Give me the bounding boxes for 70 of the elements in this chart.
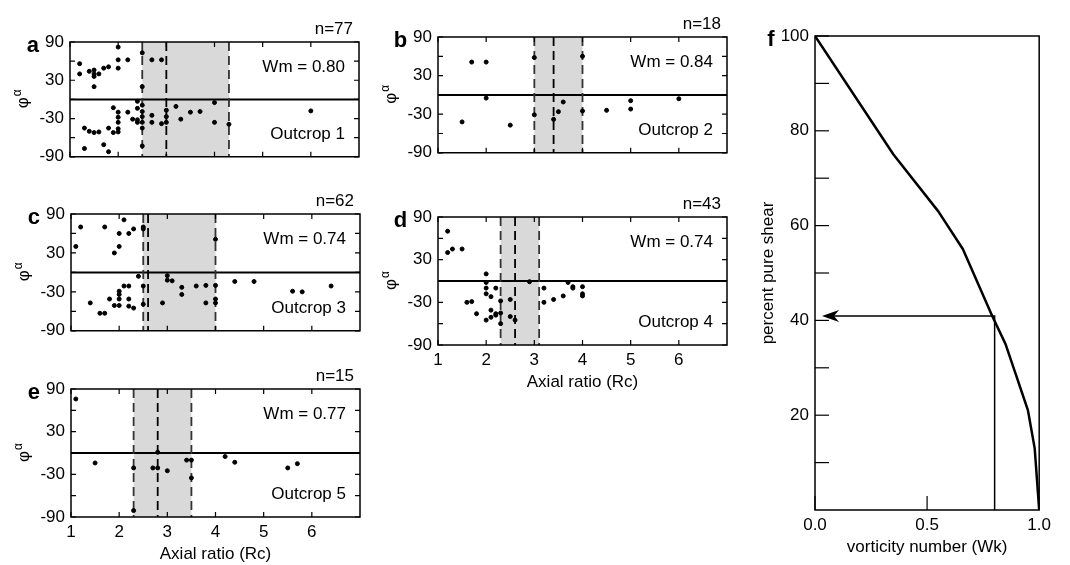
y-tick-label: -90	[39, 146, 64, 166]
y-tick-label: 90	[46, 203, 65, 223]
annotation: Wm = 0.74	[630, 232, 713, 251]
text: n=77	[314, 19, 354, 38]
text: n=62	[315, 191, 355, 210]
y-axis-title: percent pure shear	[758, 201, 777, 345]
annotation: Wm = 0.74	[263, 229, 346, 248]
annotation: Wm = 0.77	[263, 404, 346, 423]
text: d	[393, 207, 408, 232]
y-tick-label: -30	[39, 108, 64, 128]
text: c	[27, 204, 41, 229]
x-tick-label: 0.5	[915, 514, 939, 534]
annotation: Wm = 0.84	[630, 52, 713, 71]
y-tick-label: 30	[413, 249, 432, 269]
x-tick-label: 5	[625, 349, 636, 369]
text: b	[393, 27, 408, 52]
x-tick-label: 4	[577, 349, 588, 369]
y-tick-label: 90	[413, 206, 432, 226]
x-tick-label: 1	[66, 521, 76, 541]
y-tick-label: 90	[413, 26, 432, 46]
y-tick-label: 40	[790, 310, 809, 330]
x-tick-label: 5	[258, 521, 269, 541]
x-tick-label: 6	[674, 349, 684, 369]
text: f	[767, 26, 776, 51]
x-axis-title: vorticity number (Wk)	[846, 537, 1008, 557]
y-tick-label: 80	[790, 120, 809, 140]
annotation: Outcrop 2	[638, 119, 714, 139]
y-axis-title: φα	[377, 270, 400, 290]
y-tick-label: -30	[40, 281, 65, 301]
annotation: Outcrop 1	[270, 123, 346, 143]
text: n=43	[682, 194, 722, 213]
annotation: Outcrop 4	[638, 312, 714, 331]
y-tick-label: -90	[40, 506, 65, 526]
x-tick-label: 1	[433, 349, 443, 369]
x-tick-label: 6	[307, 521, 317, 541]
x-axis-title: Axial ratio (Rc)	[526, 372, 639, 392]
x-tick-label: 2	[114, 521, 124, 541]
y-tick-label: 60	[790, 215, 809, 235]
y-tick-label: 90	[46, 378, 65, 398]
y-tick-label: 30	[413, 65, 432, 85]
x-tick-label: 0.0	[803, 514, 827, 534]
y-tick-label: -90	[407, 334, 432, 354]
y-tick-label: 30	[46, 242, 65, 262]
text: e	[27, 379, 41, 404]
y-tick-label: 20	[790, 404, 809, 424]
y-tick-label: -90	[40, 320, 65, 340]
x-tick-label: 4	[210, 521, 221, 541]
y-axis-title: φα	[10, 262, 33, 282]
x-tick-label: 3	[162, 521, 173, 541]
y-tick-label: -90	[407, 142, 432, 162]
y-tick-label: -30	[407, 292, 432, 312]
x-axis-title: Axial ratio (Rc)	[159, 544, 272, 564]
annotation: Wm = 0.80	[262, 57, 345, 76]
y-axis-title: φα	[9, 89, 32, 109]
text: n=15	[315, 366, 355, 385]
y-tick-label: 100	[780, 25, 809, 45]
y-axis-title: φα	[377, 84, 400, 104]
x-tick-label: 3	[529, 349, 540, 369]
y-tick-label: 30	[46, 421, 65, 441]
y-tick-label: -30	[40, 464, 65, 484]
y-axis-title: φα	[10, 442, 33, 462]
y-tick-label: 30	[45, 69, 64, 89]
text: n=18	[682, 14, 722, 33]
annotation: Outcrop 3	[271, 297, 347, 317]
x-tick-label: 1.0	[1027, 514, 1051, 534]
x-tick-label: 2	[481, 349, 491, 369]
y-tick-label: 90	[45, 31, 64, 51]
annotation: Outcrop 5	[271, 484, 347, 503]
text: a	[26, 32, 40, 57]
y-tick-label: -30	[407, 103, 432, 123]
